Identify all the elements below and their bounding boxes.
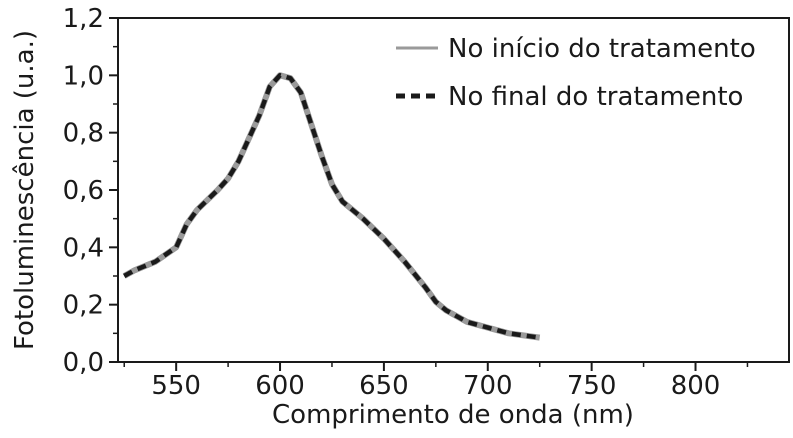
y-tick-label: 0,0	[63, 348, 104, 378]
y-tick-label: 0,6	[63, 176, 104, 206]
series-line-inicio	[122, 72, 541, 341]
legend-label-final: No final do tratamento	[448, 82, 743, 112]
x-tick-label: 550	[151, 371, 201, 401]
legend: No início do tratamento No final do trat…	[396, 34, 756, 112]
y-tick-label: 0,2	[63, 291, 104, 321]
x-axis-title: Comprimento de onda (nm)	[272, 400, 634, 430]
y-tick-label: 0,4	[63, 233, 104, 263]
x-axis-ticks: 550 600 650 700 750 800	[123, 362, 749, 401]
y-tick-label: 0,8	[63, 119, 104, 149]
y-axis-ticks: 0,0 0,2 0,4 0,6 0,8 1,0 1,2	[63, 4, 118, 378]
x-tick-label: 800	[671, 371, 721, 401]
series-line-final	[123, 73, 541, 340]
y-tick-label: 1,2	[63, 4, 104, 34]
x-tick-label: 600	[255, 371, 305, 401]
y-axis-title: Fotoluminescência (u.a.)	[10, 30, 40, 350]
x-tick-label: 750	[567, 371, 617, 401]
legend-label-inicio: No início do tratamento	[448, 34, 756, 64]
series-layer	[122, 72, 541, 341]
x-tick-label: 650	[359, 371, 409, 401]
x-tick-label: 700	[463, 371, 513, 401]
y-tick-label: 1,0	[63, 61, 104, 91]
